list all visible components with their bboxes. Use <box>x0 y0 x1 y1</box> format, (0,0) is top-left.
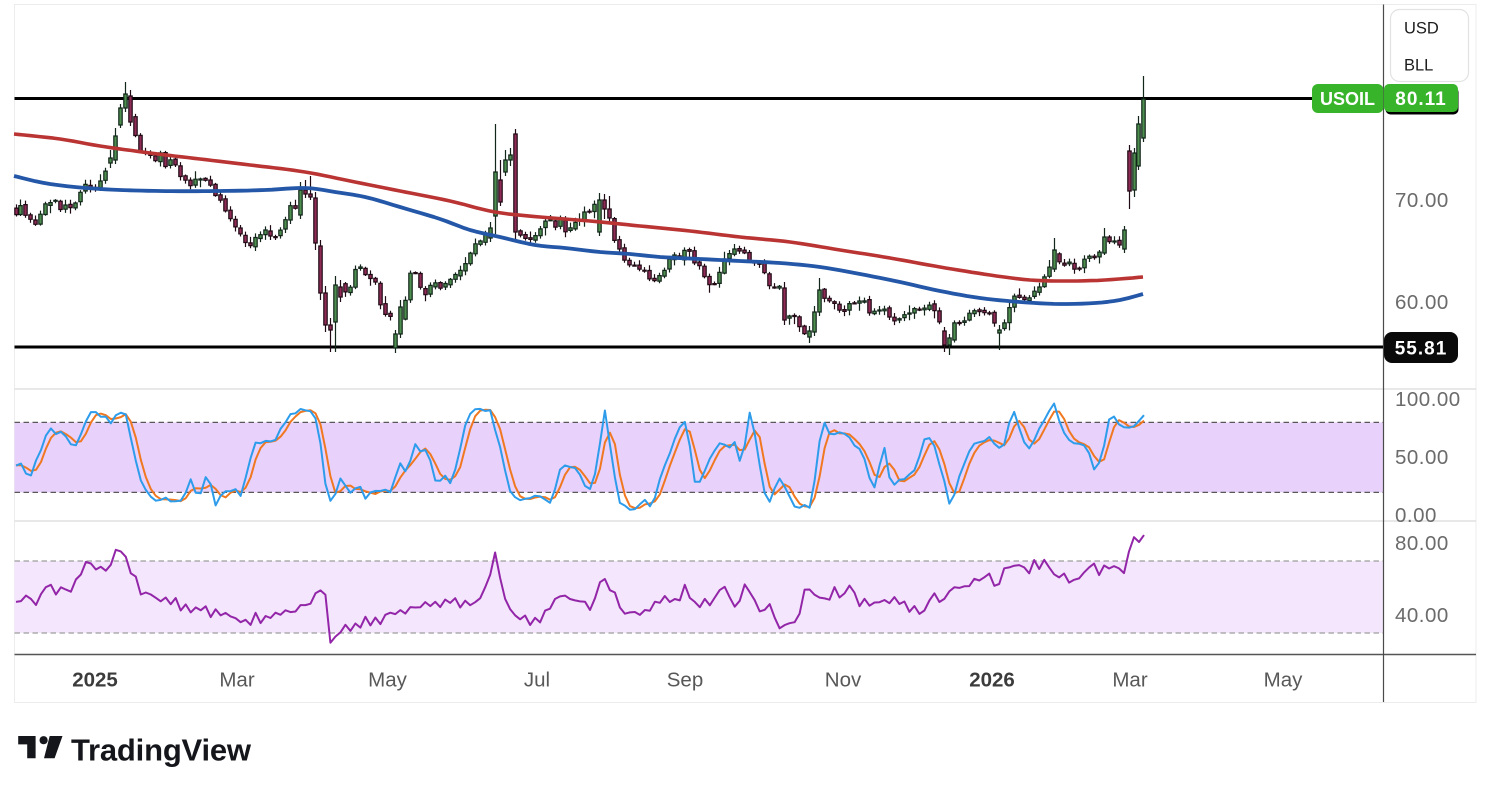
svg-text:Nov: Nov <box>825 669 862 692</box>
svg-text:May: May <box>1264 669 1303 692</box>
svg-text:80.00: 80.00 <box>1395 532 1449 555</box>
svg-text:40.00: 40.00 <box>1395 604 1449 627</box>
svg-text:0.00: 0.00 <box>1395 504 1437 527</box>
svg-text:80.11: 80.11 <box>1395 89 1447 110</box>
svg-text:May: May <box>368 669 407 692</box>
svg-text:2025: 2025 <box>72 669 118 692</box>
svg-text:TradingView: TradingView <box>71 733 252 768</box>
svg-text:BLL: BLL <box>1404 57 1433 75</box>
svg-text:70.00: 70.00 <box>1395 189 1449 212</box>
svg-text:Jul: Jul <box>524 669 550 692</box>
svg-text:50.00: 50.00 <box>1395 446 1449 469</box>
svg-text:Mar: Mar <box>219 669 254 692</box>
svg-text:2026: 2026 <box>969 669 1015 692</box>
svg-text:USD: USD <box>1404 20 1439 38</box>
svg-text:Mar: Mar <box>1112 669 1147 692</box>
svg-text:Sep: Sep <box>667 669 703 692</box>
svg-text:USOIL: USOIL <box>1320 89 1375 109</box>
svg-text:60.00: 60.00 <box>1395 291 1449 314</box>
svg-text:55.81: 55.81 <box>1395 339 1448 360</box>
svg-text:100.00: 100.00 <box>1395 388 1461 411</box>
